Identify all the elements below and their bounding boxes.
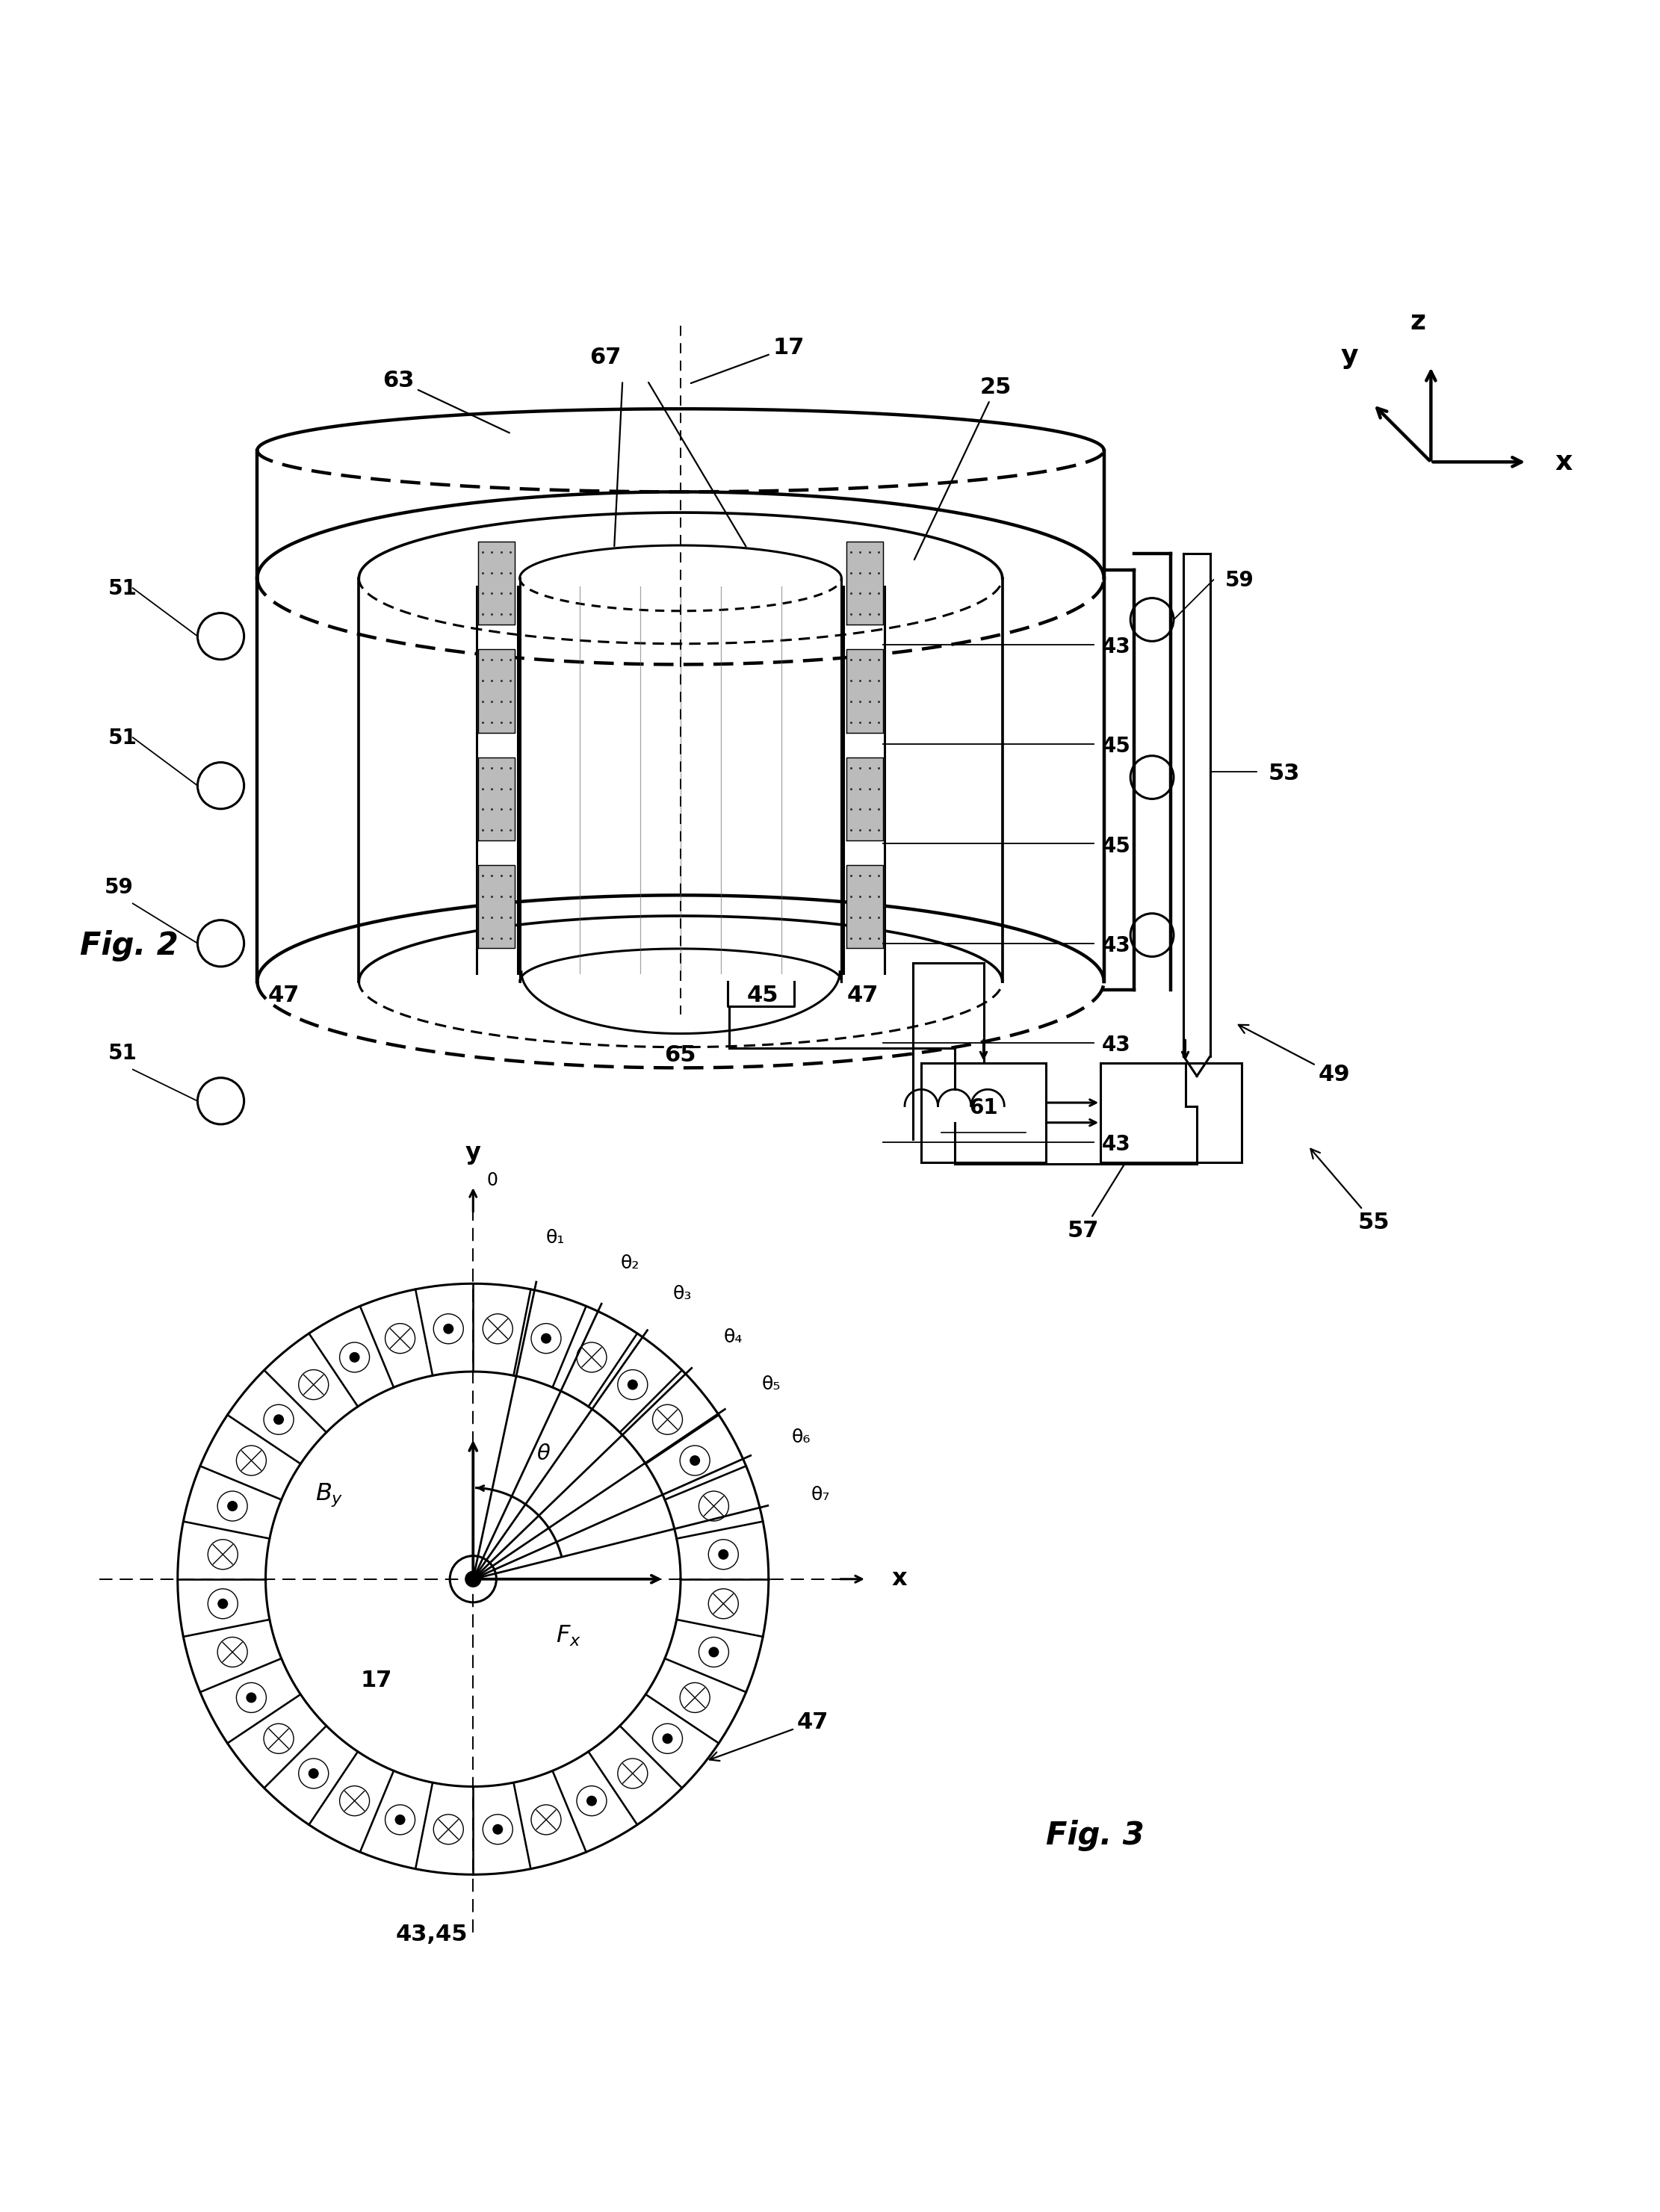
Text: 59: 59 (105, 878, 133, 898)
Circle shape (349, 1352, 360, 1363)
Polygon shape (847, 865, 883, 949)
Text: 51: 51 (108, 1044, 136, 1064)
Text: 61: 61 (969, 1097, 998, 1117)
Text: 43,45: 43,45 (395, 1924, 468, 1944)
Text: 43: 43 (1102, 637, 1130, 657)
Polygon shape (847, 542, 883, 624)
Polygon shape (478, 542, 515, 624)
Text: 51: 51 (108, 577, 136, 599)
Circle shape (309, 1767, 319, 1778)
Text: y: y (1341, 345, 1358, 369)
Circle shape (274, 1413, 284, 1425)
Text: x: x (891, 1568, 906, 1590)
Circle shape (493, 1825, 503, 1834)
Polygon shape (478, 865, 515, 949)
Text: 57: 57 (1067, 1164, 1124, 1241)
Polygon shape (847, 757, 883, 841)
Text: $B_y$: $B_y$ (315, 1482, 344, 1509)
Text: θ₄: θ₄ (724, 1327, 744, 1345)
Text: θ₃: θ₃ (672, 1285, 692, 1303)
Circle shape (465, 1571, 481, 1588)
Text: $\theta$: $\theta$ (536, 1442, 551, 1464)
Circle shape (627, 1380, 637, 1389)
Text: 49: 49 (1238, 1024, 1350, 1086)
Circle shape (709, 1648, 719, 1657)
Bar (921, 1062, 1046, 1164)
Circle shape (217, 1599, 227, 1608)
Circle shape (689, 1455, 701, 1467)
Text: 47: 47 (709, 1712, 828, 1761)
Text: 53: 53 (1268, 763, 1300, 785)
Text: 45: 45 (1102, 836, 1130, 856)
Circle shape (227, 1502, 237, 1511)
Text: 55: 55 (1311, 1148, 1389, 1234)
Text: $F_x$: $F_x$ (556, 1624, 581, 1648)
Text: 47: 47 (847, 984, 878, 1006)
Polygon shape (478, 650, 515, 732)
Circle shape (541, 1334, 551, 1343)
Text: Fig. 2: Fig. 2 (80, 931, 178, 962)
Text: x: x (1555, 449, 1572, 476)
Circle shape (662, 1734, 672, 1743)
Circle shape (246, 1692, 257, 1703)
Circle shape (443, 1323, 453, 1334)
Text: 0: 0 (486, 1170, 498, 1190)
Circle shape (719, 1548, 729, 1559)
Text: 17: 17 (360, 1670, 392, 1692)
Text: θ₇: θ₇ (812, 1486, 830, 1504)
Text: θ₆: θ₆ (792, 1429, 810, 1447)
Text: 25: 25 (915, 376, 1013, 560)
Text: z: z (1409, 310, 1426, 334)
Text: 59: 59 (1225, 571, 1253, 591)
Text: 17: 17 (691, 336, 805, 383)
Text: 67: 67 (589, 347, 621, 369)
Text: 43: 43 (1102, 936, 1130, 956)
Polygon shape (478, 757, 515, 841)
Text: 63: 63 (382, 369, 510, 434)
Text: 65: 65 (664, 1044, 696, 1066)
Text: Fig. 3: Fig. 3 (1046, 1820, 1144, 1851)
Text: θ₁: θ₁ (546, 1230, 564, 1248)
Text: θ₅: θ₅ (762, 1376, 782, 1394)
Circle shape (395, 1814, 405, 1825)
Bar (1101, 1062, 1242, 1164)
Text: 47: 47 (267, 984, 299, 1006)
Text: 45: 45 (747, 984, 779, 1006)
Text: y: y (465, 1141, 481, 1164)
Polygon shape (847, 650, 883, 732)
Text: 43: 43 (1102, 1135, 1130, 1155)
Text: θ₂: θ₂ (621, 1254, 639, 1272)
Text: 51: 51 (108, 728, 136, 748)
Circle shape (586, 1796, 598, 1805)
Text: 43: 43 (1102, 1035, 1130, 1055)
Text: 45: 45 (1102, 737, 1130, 757)
